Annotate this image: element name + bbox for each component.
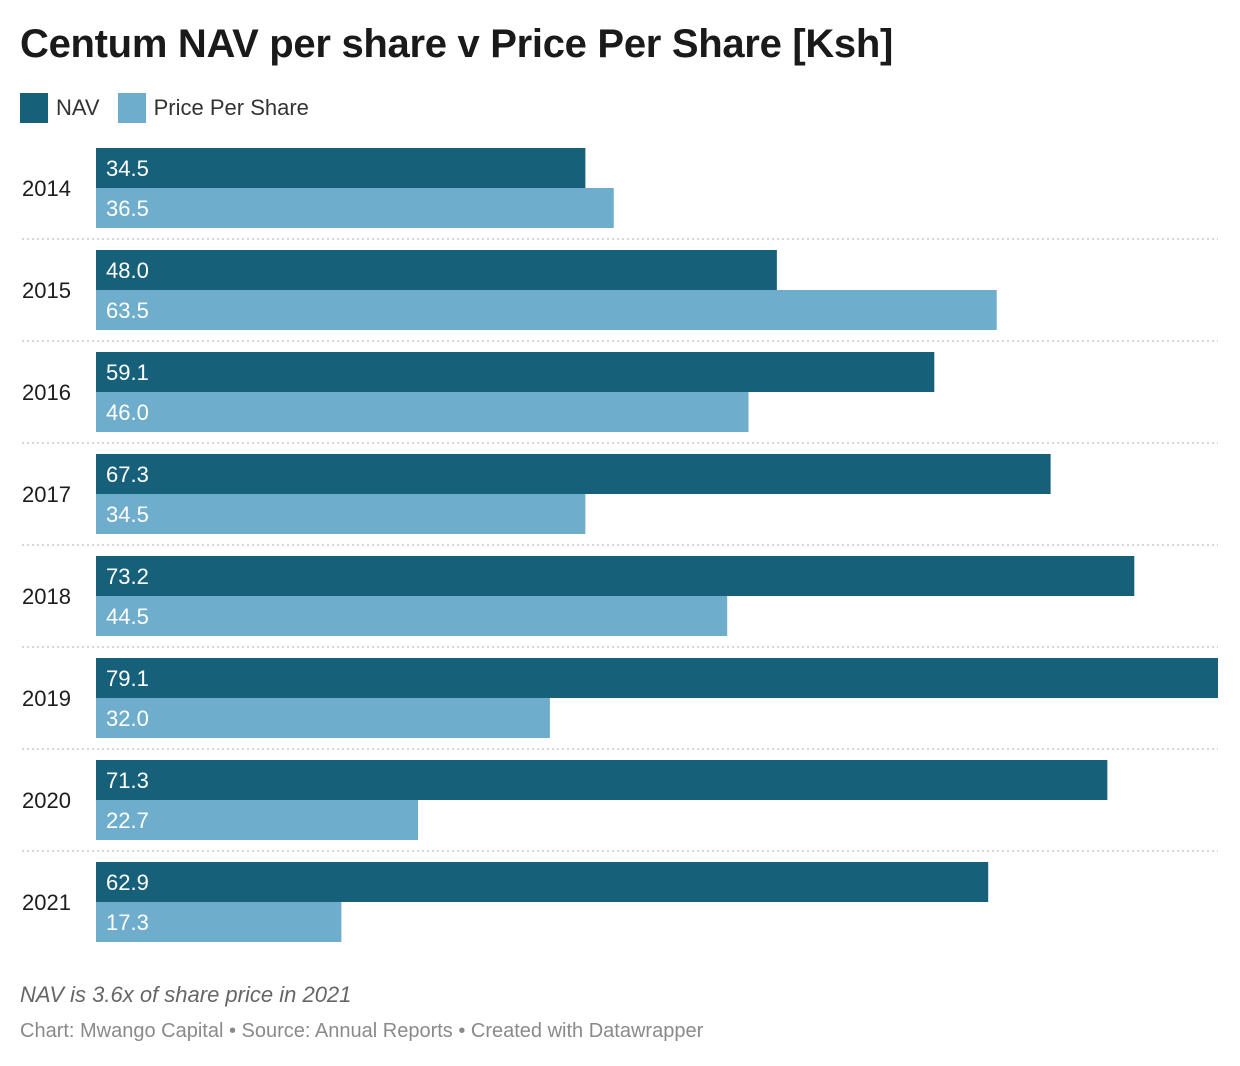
bar-value-label: 46.0 [106, 400, 149, 425]
legend-item-nav: NAV [20, 93, 100, 123]
nav-bar [96, 556, 1135, 596]
bar-value-label: 36.5 [106, 196, 149, 221]
nav-bar [96, 148, 586, 188]
legend-swatch-nav [20, 93, 48, 123]
bar-value-label: 44.5 [106, 604, 149, 629]
bar-value-label: 17.3 [106, 910, 149, 935]
year-label: 2016 [22, 380, 71, 405]
year-label: 2018 [22, 584, 71, 609]
price-bar [96, 290, 997, 330]
year-label: 2015 [22, 278, 71, 303]
legend-label-price: Price Per Share [153, 95, 309, 120]
year-label: 2014 [22, 176, 71, 201]
nav-bar [96, 250, 777, 290]
nav-bar [96, 760, 1108, 800]
year-label: 2017 [22, 482, 71, 507]
year-label: 2021 [22, 890, 71, 915]
bar-value-label: 63.5 [106, 298, 149, 323]
bar-value-label: 34.5 [106, 502, 149, 527]
nav-bar [96, 352, 935, 392]
nav-bar [96, 454, 1051, 494]
bar-value-label: 34.5 [106, 156, 149, 181]
nav-bar [96, 862, 989, 902]
footer-credits: Chart: Mwango Capital • Source: Annual R… [20, 1020, 704, 1042]
legend-label-nav: NAV [56, 95, 100, 120]
legend-item-price: Price Per Share [117, 93, 309, 123]
bar-value-label: 67.3 [106, 462, 149, 487]
bar-value-label: 73.2 [106, 564, 149, 589]
legend-swatch-price [117, 93, 146, 123]
bar-value-label: 62.9 [106, 870, 149, 895]
chart-title: Centum NAV per share v Price Per Share [… [20, 22, 894, 66]
year-label: 2020 [22, 788, 71, 813]
price-bar [96, 596, 728, 636]
bar-value-label: 59.1 [106, 360, 149, 385]
bar-chart-plot: 2014 34.5 36.5 2015 48.0 63.5 2016 59.1 46.0 2017… [22, 148, 1218, 942]
nav-bar [96, 658, 1218, 698]
price-bar [96, 392, 749, 432]
bar-value-label: 79.1 [106, 666, 149, 691]
legend: NAV Price Per Share [20, 92, 327, 124]
price-bar [96, 902, 342, 942]
footer-note: NAV is 3.6x of share price in 2021 [20, 982, 352, 1007]
price-bar [96, 494, 586, 534]
bar-value-label: 32.0 [106, 706, 149, 731]
price-bar [96, 800, 418, 840]
year-label: 2019 [22, 686, 71, 711]
bar-value-label: 48.0 [106, 258, 149, 283]
price-bar [96, 698, 550, 738]
bar-value-label: 71.3 [106, 768, 149, 793]
price-bar [96, 188, 614, 228]
bar-value-label: 22.7 [106, 808, 149, 833]
